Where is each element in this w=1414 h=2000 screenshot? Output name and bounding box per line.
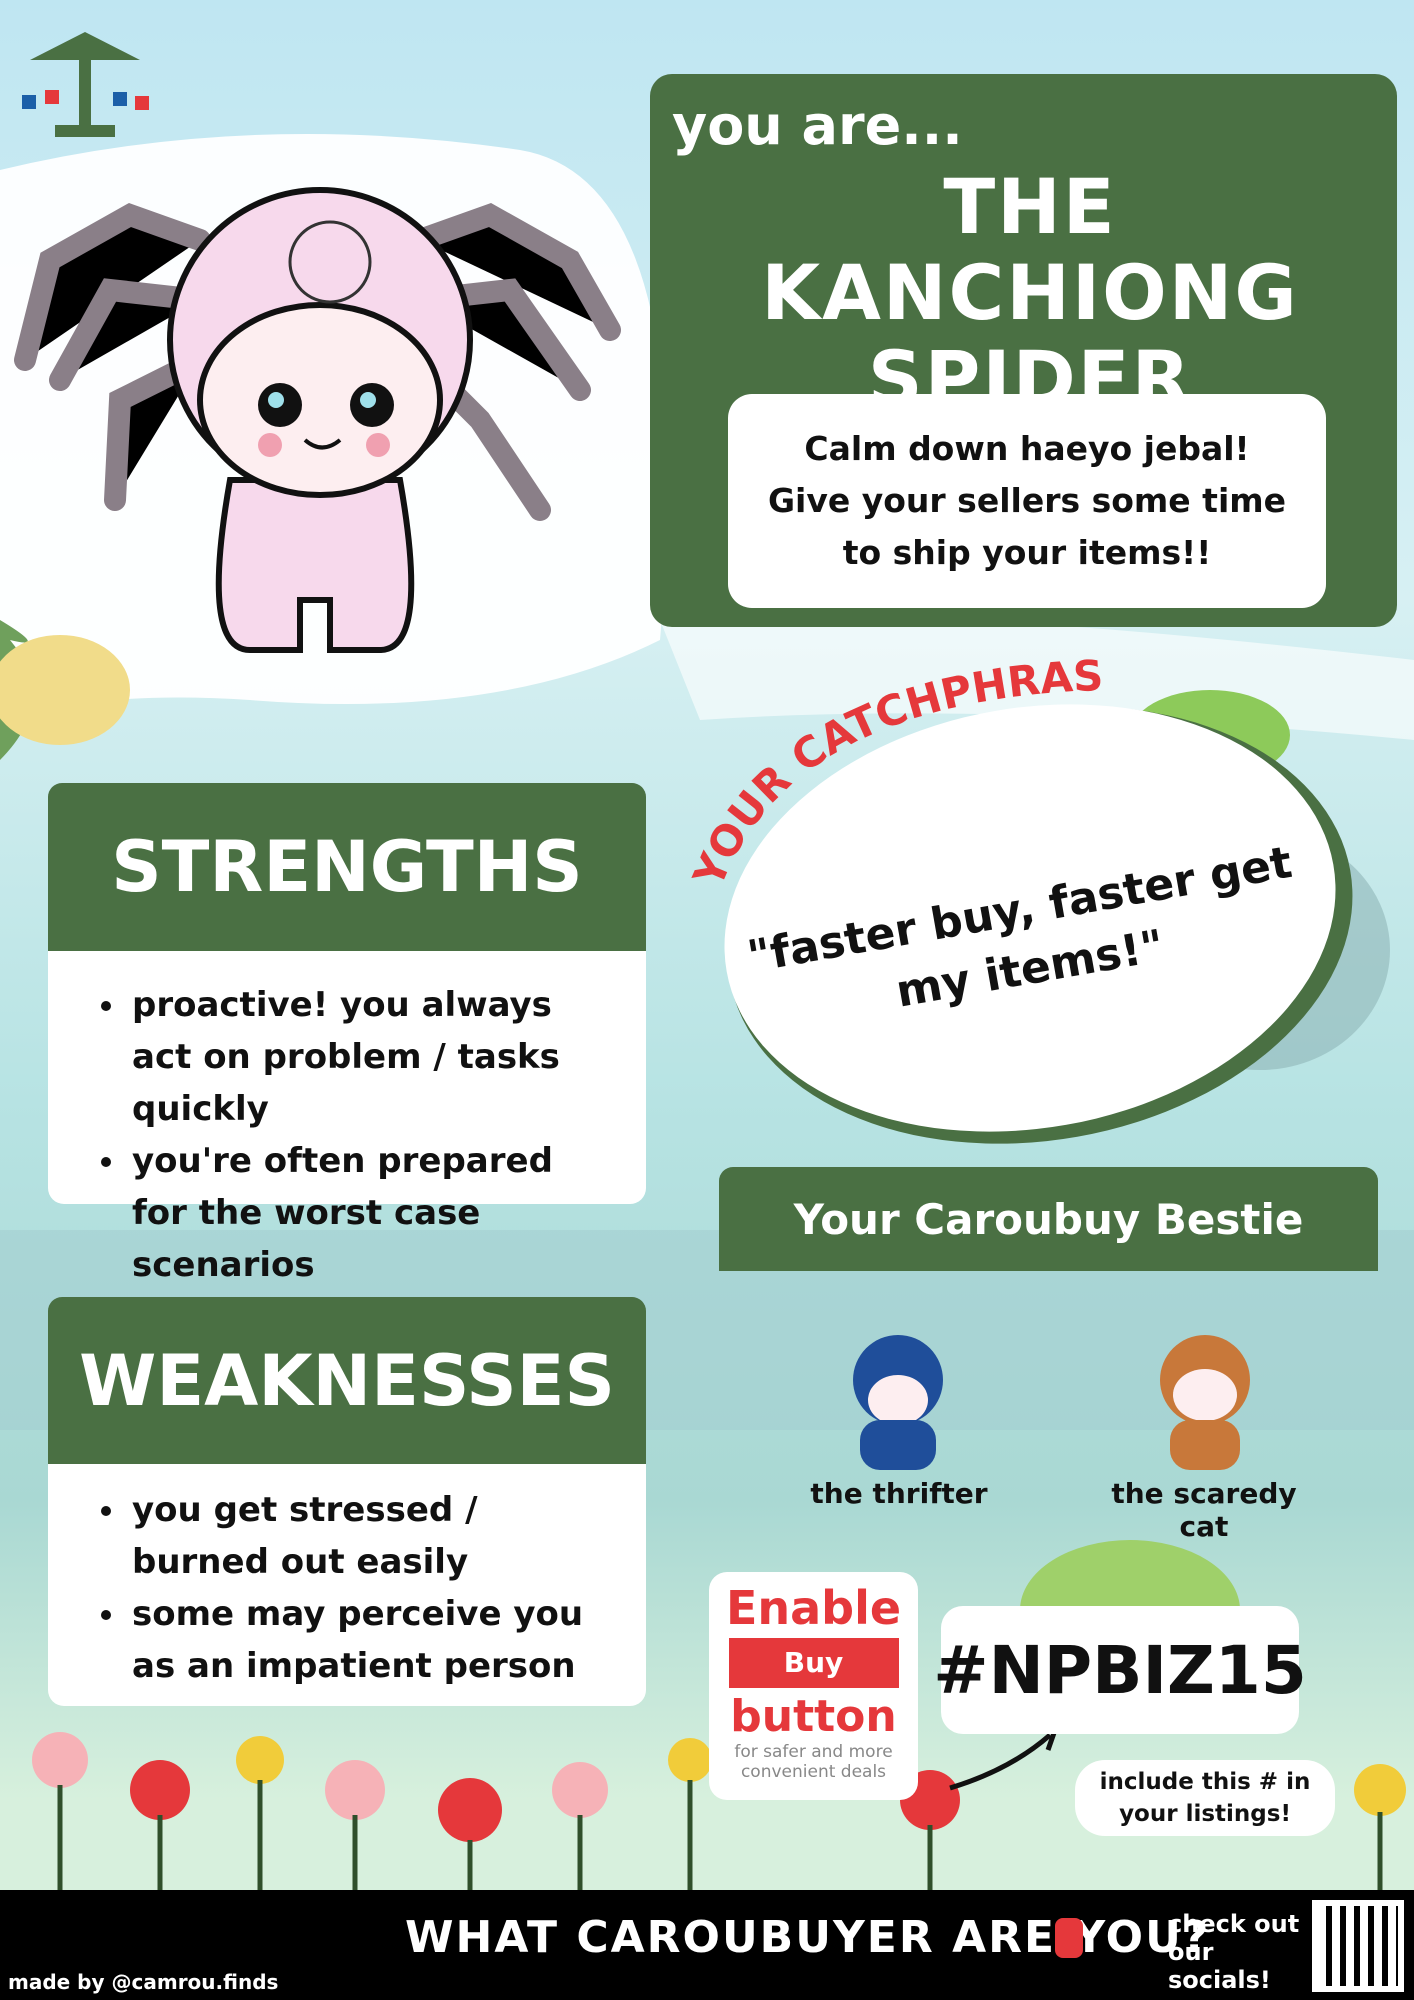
bestie-name: the scaredy cat [1111, 1477, 1297, 1543]
weakness-item: some may perceive you as an impatient pe… [128, 1588, 616, 1692]
description: Calm down haeyo jebal! Give your sellers… [728, 394, 1326, 608]
promo-caption: for safer and more convenient deals [734, 1742, 893, 1782]
title: THE KANCHIONG SPIDER [761, 162, 1299, 423]
footer-credit: made by @camrou.finds [8, 1970, 279, 1994]
buy-button: Buy [728, 1638, 899, 1688]
weaknesses-list: you get stressed / burned out easily som… [48, 1484, 646, 1692]
title-card: you are... THE KANCHIONG SPIDER Calm dow… [650, 74, 1397, 627]
strengths-title: STRENGTHS [48, 783, 646, 951]
buy-promo: Enable Buy button for safer and more con… [709, 1572, 918, 1800]
hashtag-note: include this # in your listings! [1075, 1760, 1335, 1836]
weaknesses-card: WEAKNESSES you get stressed / burned out… [48, 1297, 646, 1706]
promo-line: Enable [725, 1581, 902, 1635]
footer: WHAT CAROUBUYER ARE YOU? check out our s… [0, 1890, 1414, 2000]
qr-code [1312, 1900, 1404, 1992]
weaknesses-title: WEAKNESSES [48, 1297, 646, 1464]
strengths-card: STRENGTHS proactive! you always act on p… [48, 783, 646, 1285]
promo-line: button [730, 1691, 897, 1742]
weakness-item: you get stressed / burned out easily [128, 1484, 616, 1588]
strengths-list: proactive! you always act on problem / t… [48, 979, 646, 1291]
bestie-name: the thrifter [810, 1477, 988, 1510]
intro: you are... [672, 94, 963, 157]
footer-socials: check out our socials! [1168, 1910, 1300, 1994]
hashtag: #NPBIZ15 [933, 1606, 1307, 1734]
footer-question: WHAT CAROUBUYER ARE YOU? [405, 1912, 1211, 1963]
bestie-card: Your Caroubuy Bestie the thrifter the sc… [719, 1167, 1378, 1547]
strength-item: proactive! you always act on problem / t… [128, 979, 606, 1135]
bestie-title: Your Caroubuy Bestie [719, 1167, 1378, 1271]
strength-item: you're often prepared for the worst case… [128, 1135, 606, 1291]
